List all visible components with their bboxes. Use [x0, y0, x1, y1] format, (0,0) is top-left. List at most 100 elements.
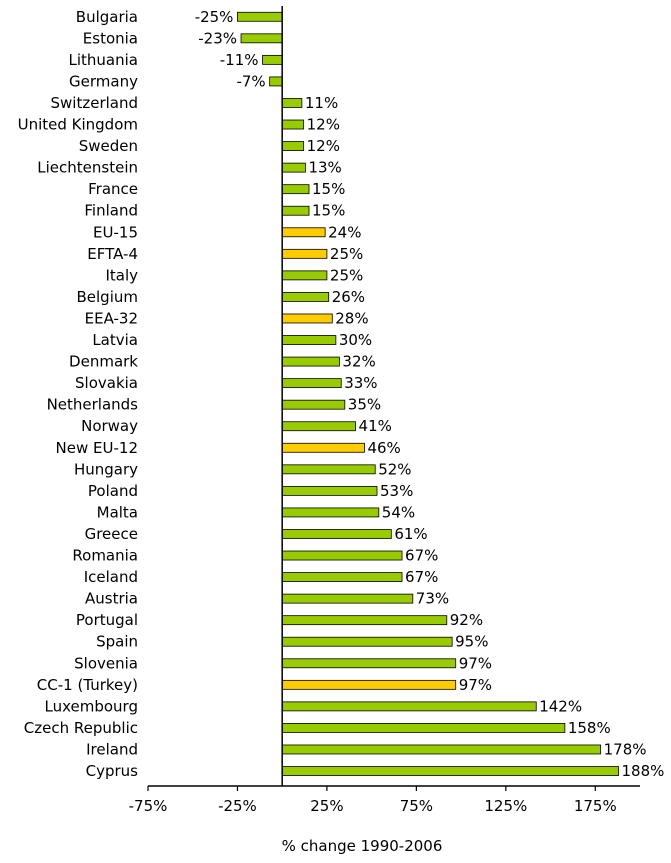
- bar-efta-4: [281, 248, 328, 259]
- bar-new-eu-12: [281, 442, 365, 453]
- category-label: New EU-12: [56, 439, 138, 457]
- value-label: -11%: [220, 51, 259, 69]
- value-label: 73%: [416, 590, 449, 608]
- category-label: Romania: [72, 547, 138, 565]
- value-label: 25%: [330, 245, 363, 263]
- bar-malta: [281, 507, 380, 518]
- bar-norway: [281, 421, 356, 432]
- category-label: Spain: [96, 633, 138, 651]
- value-label: 188%: [622, 762, 665, 780]
- category-label: Czech Republic: [24, 719, 138, 737]
- bar-portugal: [281, 615, 448, 626]
- category-label: United Kingdom: [18, 116, 138, 134]
- bar-austria: [281, 593, 414, 604]
- value-label: 30%: [339, 331, 372, 349]
- value-label: -25%: [195, 8, 234, 26]
- category-label: EEA-32: [85, 309, 138, 327]
- x-tick-label: 75%: [400, 797, 433, 815]
- bar-bulgaria: [237, 11, 283, 22]
- bar-hungary: [281, 464, 376, 475]
- category-label: Estonia: [83, 29, 138, 47]
- value-label: 95%: [455, 633, 488, 651]
- bar-germany: [269, 76, 283, 87]
- value-label: -7%: [236, 72, 265, 90]
- value-label: 26%: [332, 288, 365, 306]
- category-label: Denmark: [69, 353, 138, 371]
- category-label: Norway: [81, 417, 138, 435]
- bar-romania: [281, 550, 403, 561]
- category-label: Bulgaria: [76, 8, 138, 26]
- bar-finland: [281, 205, 310, 216]
- value-label: 12%: [307, 137, 340, 155]
- x-tick-label: -25%: [218, 797, 257, 815]
- value-label: 61%: [394, 525, 427, 543]
- bar-estonia: [240, 33, 283, 44]
- category-label: Belgium: [77, 288, 139, 306]
- value-label: 25%: [330, 266, 363, 284]
- category-label: Malta: [97, 503, 138, 521]
- x-tick-label: -75%: [129, 797, 168, 815]
- x-ticks-group: -75% -25% 25% 75% 125% 175%: [129, 786, 617, 815]
- value-label: 33%: [344, 374, 377, 392]
- category-label: Netherlands: [47, 396, 139, 414]
- value-label: 52%: [378, 460, 411, 478]
- x-tick-label: 125%: [484, 797, 527, 815]
- bar-cyprus: [281, 766, 619, 776]
- value-label: 54%: [382, 503, 415, 521]
- x-tick-label: 175%: [574, 797, 617, 815]
- value-label: -23%: [198, 29, 237, 47]
- value-label: 67%: [405, 568, 438, 586]
- category-label: Switzerland: [51, 94, 139, 112]
- bar-czech-republic: [281, 723, 566, 733]
- bar-italy: [281, 270, 328, 281]
- bar-lithuania: [262, 54, 283, 65]
- bar-switzerland: [281, 98, 303, 108]
- category-label: Cyprus: [86, 762, 139, 780]
- value-label: 13%: [308, 159, 341, 177]
- value-label: 15%: [312, 202, 345, 220]
- value-label: 15%: [312, 180, 345, 198]
- bar-denmark: [281, 356, 340, 367]
- category-label: Germany: [69, 72, 138, 90]
- x-tick-label: 25%: [310, 797, 343, 815]
- bar-slovakia: [281, 378, 342, 389]
- bar-iceland: [281, 572, 403, 582]
- bar-poland: [281, 485, 378, 496]
- category-label: Luxembourg: [45, 697, 139, 715]
- category-label: Italy: [105, 266, 138, 284]
- bar-ireland: [281, 744, 602, 755]
- bar-slovenia: [281, 658, 457, 669]
- bars-group: [237, 11, 619, 776]
- bar-sweden: [281, 141, 305, 151]
- bar-belgium: [281, 292, 330, 302]
- category-label: Ireland: [86, 740, 138, 758]
- bar-united-kingdom: [281, 119, 305, 130]
- value-label: 12%: [307, 116, 340, 134]
- category-label: EU-15: [93, 223, 138, 241]
- value-label: 46%: [367, 439, 400, 457]
- category-label: Hungary: [74, 460, 138, 478]
- bar-eea-32: [281, 313, 333, 324]
- value-label: 97%: [459, 676, 492, 694]
- category-label: Latvia: [92, 331, 138, 349]
- value-label: 158%: [568, 719, 611, 737]
- value-label: 67%: [405, 547, 438, 565]
- bar-latvia: [281, 335, 337, 345]
- bar-netherlands: [281, 399, 346, 410]
- value-label: 92%: [450, 611, 483, 629]
- category-label: Sweden: [79, 137, 138, 155]
- value-label: 178%: [604, 740, 647, 758]
- category-label: Slovenia: [74, 654, 138, 672]
- value-label: 97%: [459, 654, 492, 672]
- value-label: 53%: [380, 482, 413, 500]
- category-label: Austria: [85, 590, 138, 608]
- value-labels-group: -25% -23% -11% -7% 11% 12% 12% 13% 15% 15% 24% 25% 2…: [195, 8, 665, 780]
- category-label: EFTA-4: [87, 245, 138, 263]
- bar-greece: [281, 529, 392, 539]
- category-label: Lithuania: [69, 51, 138, 69]
- category-label: Slovakia: [75, 374, 138, 392]
- category-label: CC-1 (Turkey): [37, 676, 138, 694]
- value-label: 32%: [342, 353, 375, 371]
- bar-luxembourg: [281, 701, 537, 712]
- category-label: Greece: [85, 525, 138, 543]
